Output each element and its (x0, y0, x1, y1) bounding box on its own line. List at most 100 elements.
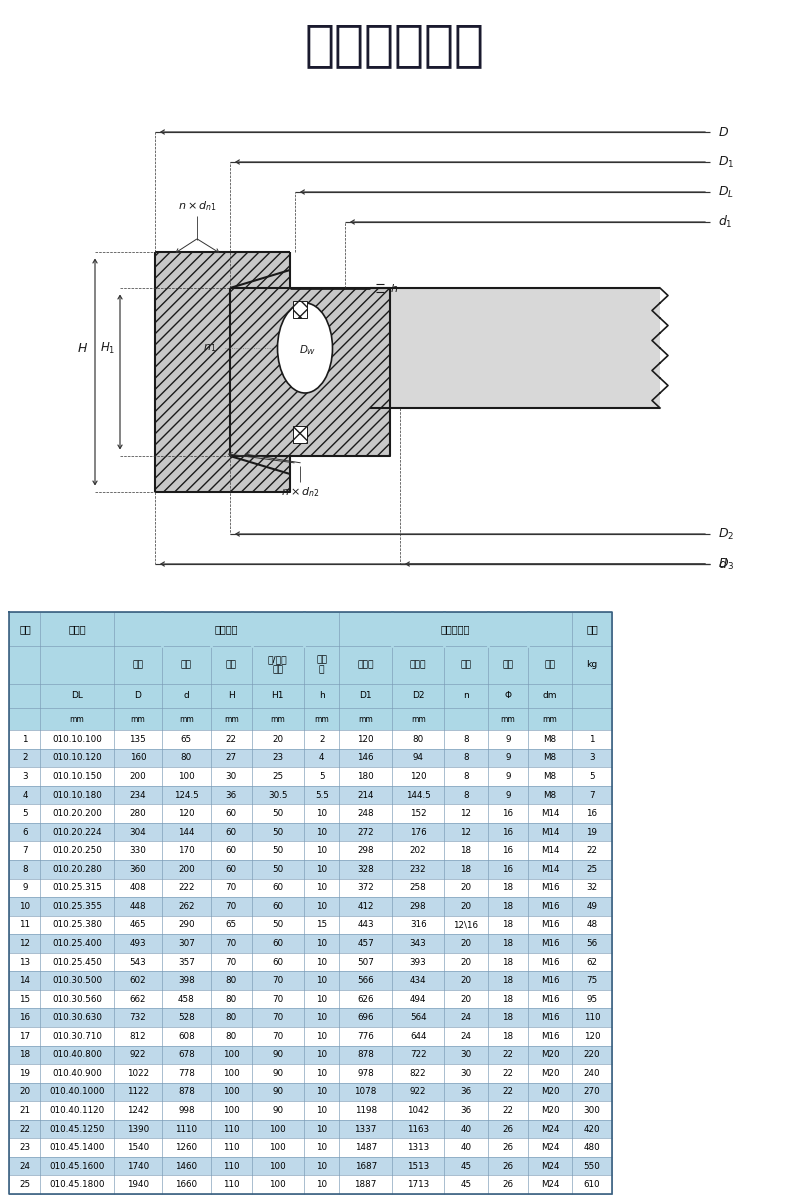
Text: 1163: 1163 (407, 1124, 429, 1134)
Text: 778: 778 (178, 1069, 195, 1078)
Text: 812: 812 (130, 1032, 146, 1040)
Text: 010.25.380: 010.25.380 (52, 920, 102, 930)
Text: 480: 480 (584, 1144, 600, 1152)
Text: 298: 298 (410, 902, 427, 911)
Text: 22: 22 (502, 1106, 514, 1115)
Bar (155, 252, 290, 492)
Text: 010.30.710: 010.30.710 (52, 1032, 102, 1040)
Text: 110: 110 (223, 1124, 239, 1134)
Bar (9, 684, 612, 708)
Text: 50: 50 (273, 920, 284, 930)
Text: 22: 22 (502, 1069, 514, 1078)
Text: dm: dm (543, 691, 557, 701)
Text: 18: 18 (502, 940, 514, 948)
Text: $D_2$: $D_2$ (718, 527, 734, 541)
Text: 50: 50 (273, 809, 284, 818)
Text: 662: 662 (130, 995, 146, 1003)
Text: 1740: 1740 (126, 1162, 149, 1171)
Text: 16: 16 (502, 828, 514, 836)
Text: 978: 978 (357, 1069, 374, 1078)
Text: 248: 248 (357, 809, 374, 818)
Text: 8: 8 (463, 772, 468, 781)
Text: 60: 60 (273, 958, 284, 966)
Bar (9, 1120, 612, 1139)
Text: 10: 10 (316, 1162, 327, 1171)
Bar (230, 288, 390, 456)
Text: 1713: 1713 (407, 1181, 429, 1189)
Text: 80: 80 (181, 754, 192, 762)
Text: 110: 110 (584, 1013, 600, 1022)
Text: 80: 80 (225, 995, 237, 1003)
Text: 696: 696 (357, 1013, 374, 1022)
Text: 22: 22 (502, 1087, 514, 1097)
Text: 36: 36 (226, 791, 237, 799)
Text: 50: 50 (273, 828, 284, 836)
Text: 10: 10 (316, 995, 327, 1003)
Text: 15: 15 (19, 995, 31, 1003)
Text: 1337: 1337 (355, 1124, 377, 1134)
Text: 448: 448 (130, 902, 146, 911)
Text: 100: 100 (223, 1069, 239, 1078)
Text: mm: mm (130, 714, 145, 724)
Text: 270: 270 (584, 1087, 600, 1097)
Text: 457: 457 (357, 940, 374, 948)
Text: DL: DL (71, 691, 83, 701)
Text: mm: mm (411, 714, 426, 724)
Text: 100: 100 (223, 1087, 239, 1097)
Text: 内孔距: 内孔距 (410, 660, 427, 670)
Text: n: n (463, 691, 468, 701)
Text: M16: M16 (540, 940, 559, 948)
Text: H: H (228, 691, 235, 701)
Text: 48: 48 (586, 920, 597, 930)
Text: 5: 5 (319, 772, 325, 781)
Text: 25: 25 (586, 865, 597, 874)
Text: 通孔: 通孔 (502, 660, 514, 670)
Bar (9, 823, 612, 841)
Text: 16: 16 (502, 846, 514, 856)
Text: 45: 45 (461, 1162, 472, 1171)
Text: 7: 7 (589, 791, 595, 799)
Text: kg: kg (586, 660, 597, 670)
Text: 922: 922 (130, 1050, 146, 1060)
Text: 10: 10 (316, 976, 327, 985)
Text: 70: 70 (225, 902, 237, 911)
Text: 17: 17 (19, 1032, 31, 1040)
Text: 26: 26 (502, 1144, 514, 1152)
Text: 27: 27 (226, 754, 237, 762)
Text: 65: 65 (226, 920, 237, 930)
Text: 5.5: 5.5 (314, 791, 329, 799)
Text: M16: M16 (540, 883, 559, 893)
Text: 10: 10 (316, 1106, 327, 1115)
Text: $D_1$: $D_1$ (718, 155, 735, 169)
Text: 18: 18 (19, 1050, 31, 1060)
Text: 18: 18 (502, 920, 514, 930)
Text: 70: 70 (273, 995, 284, 1003)
Text: 152: 152 (410, 809, 427, 818)
Text: 240: 240 (584, 1069, 600, 1078)
Text: 010.20.250: 010.20.250 (52, 846, 102, 856)
Text: 80: 80 (225, 1013, 237, 1022)
Text: 25: 25 (19, 1181, 31, 1189)
Text: 60: 60 (226, 865, 237, 874)
Bar (9, 1064, 612, 1082)
Text: 20: 20 (19, 1087, 31, 1097)
Text: 32: 32 (586, 883, 597, 893)
Text: 70: 70 (273, 1013, 284, 1022)
Text: 6: 6 (22, 828, 28, 836)
Text: 45: 45 (461, 1181, 472, 1189)
Text: 70: 70 (225, 958, 237, 966)
Text: 434: 434 (410, 976, 427, 985)
Text: 60: 60 (273, 940, 284, 948)
Text: 24: 24 (461, 1032, 472, 1040)
Text: 1687: 1687 (355, 1162, 377, 1171)
Text: 304: 304 (130, 828, 146, 836)
Text: 232: 232 (410, 865, 427, 874)
Text: 26: 26 (502, 1181, 514, 1189)
Text: $n\times d_{n2}$: $n\times d_{n2}$ (280, 485, 319, 499)
Text: 398: 398 (178, 976, 195, 985)
Text: 9: 9 (506, 791, 510, 799)
Text: 16: 16 (502, 809, 514, 818)
Text: 16: 16 (586, 809, 597, 818)
Text: 18: 18 (502, 995, 514, 1003)
Text: mm: mm (314, 714, 329, 724)
